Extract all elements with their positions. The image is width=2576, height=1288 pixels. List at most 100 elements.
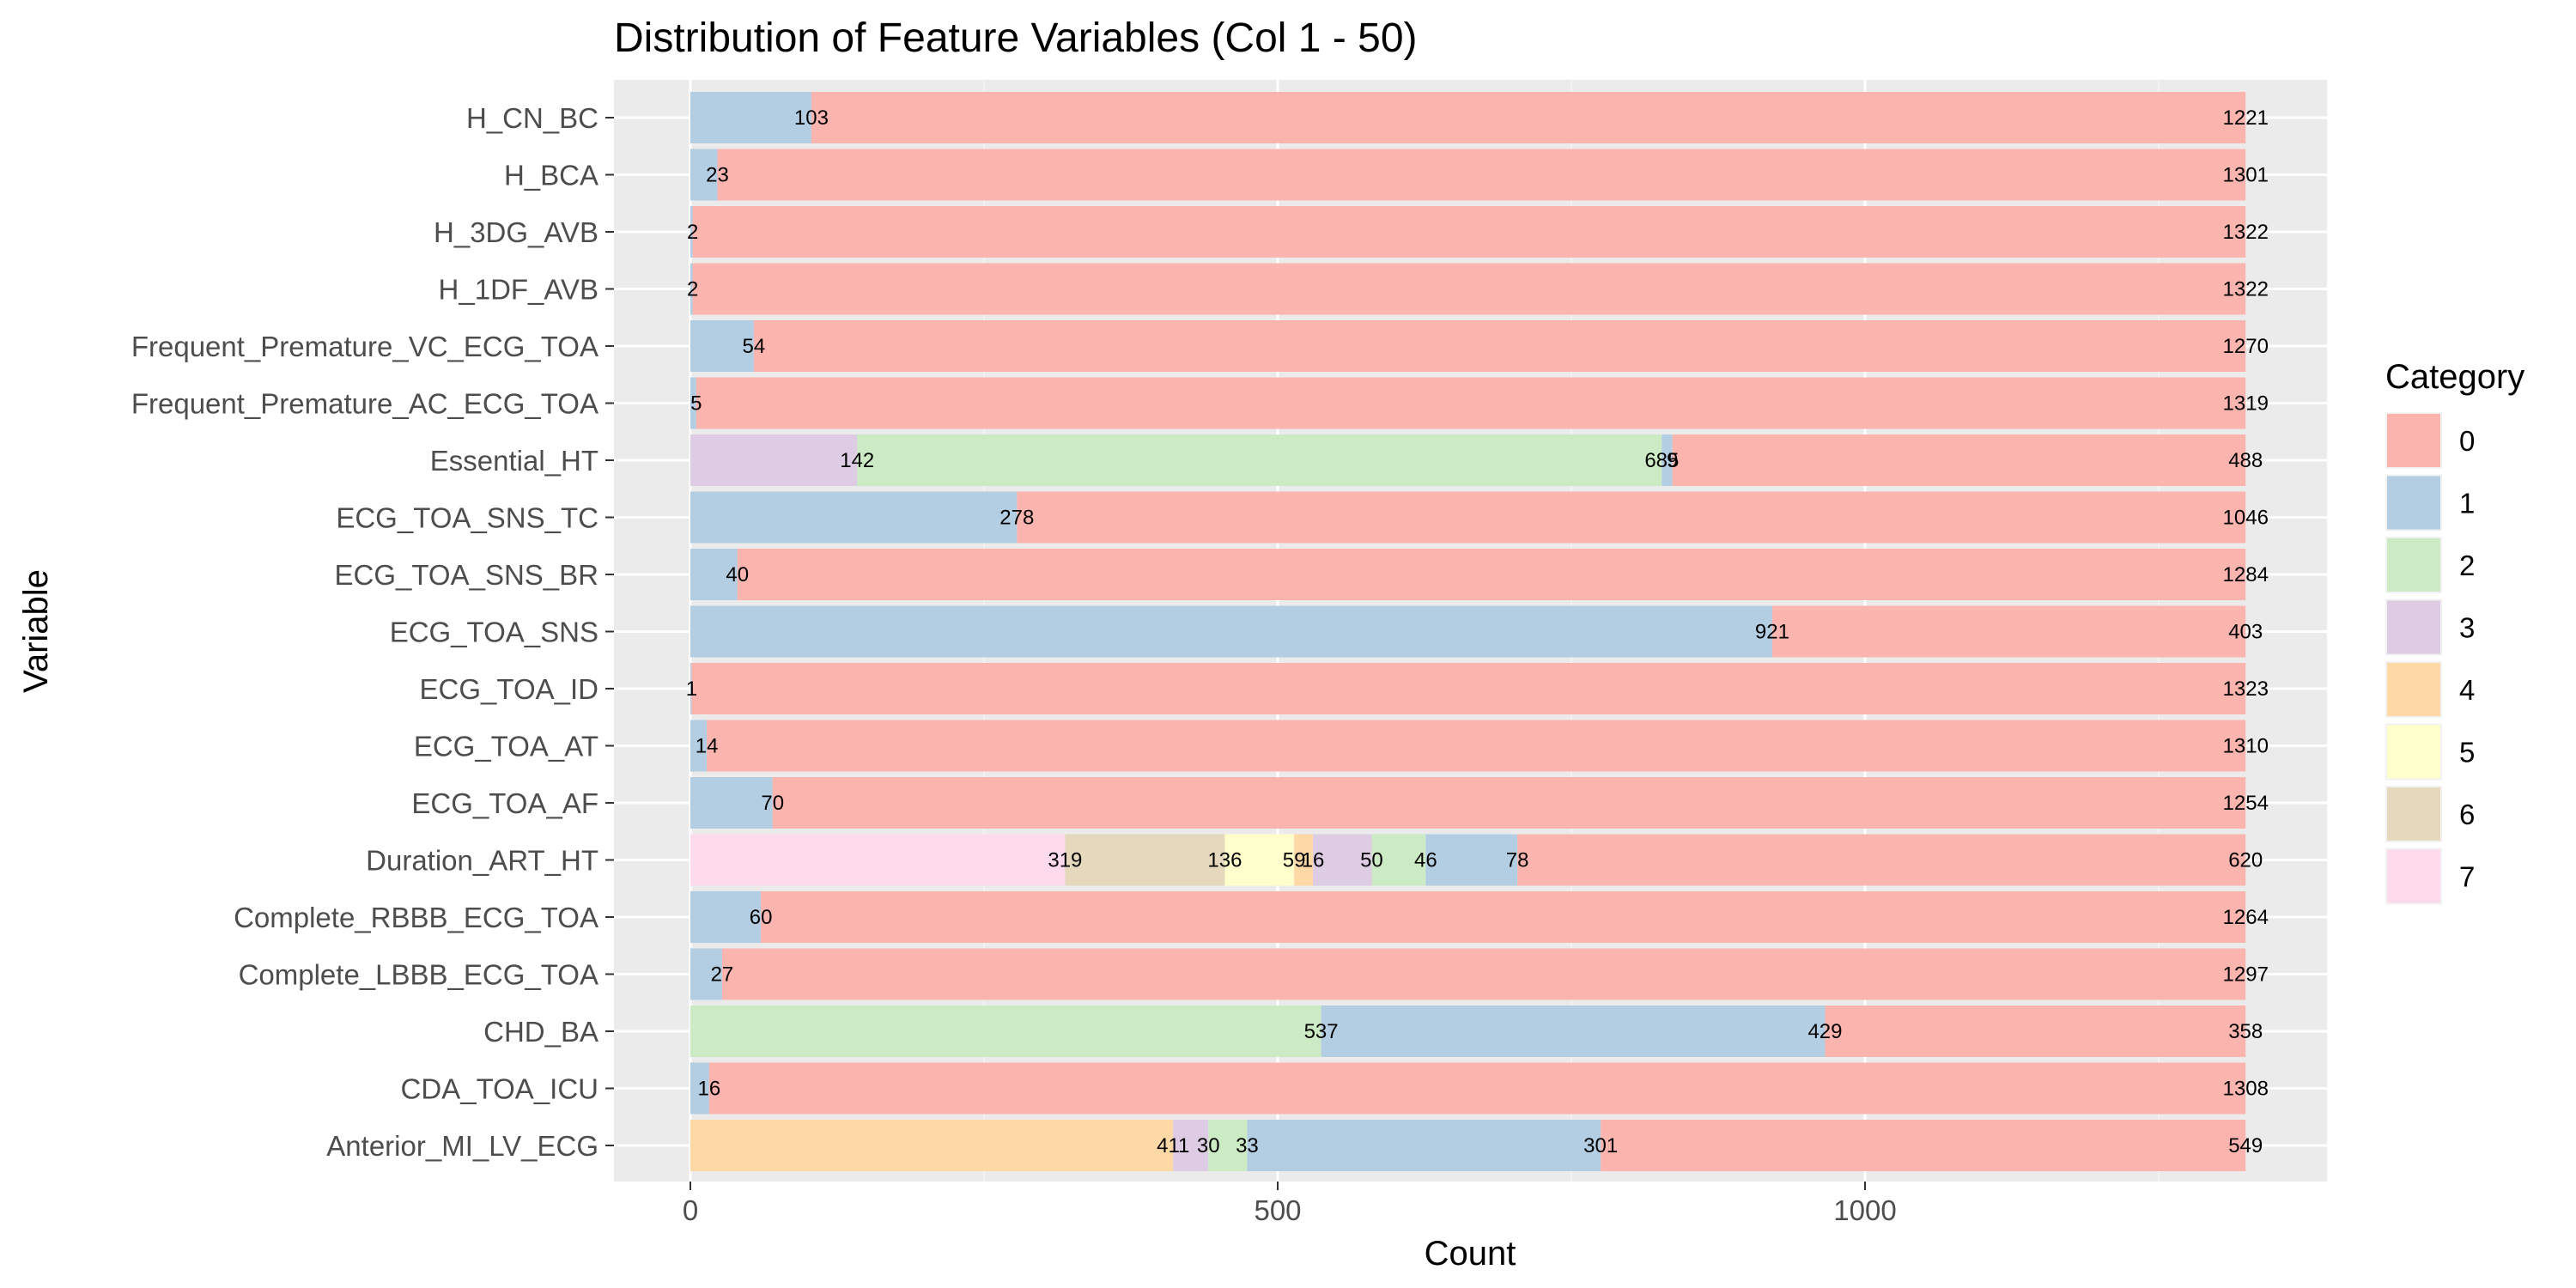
y-tick-label: Frequent_Premature_VC_ECG_TOA xyxy=(131,331,598,362)
y-tick-label: ECG_TOA_AT xyxy=(414,731,598,762)
bar-segment-essential-ht-cat-3 xyxy=(690,434,858,486)
data-label-h-bca-cat-1: 23 xyxy=(706,164,729,187)
y-tick-label: Complete_RBBB_ECG_TOA xyxy=(234,902,598,933)
y-tick-label: H_CN_BC xyxy=(466,102,598,134)
bar-segment-chd-ba-cat-0 xyxy=(1825,1005,2246,1057)
legend-swatch-3 xyxy=(2387,600,2440,654)
x-tick-label: 500 xyxy=(1254,1194,1301,1226)
y-tick-label: H_BCA xyxy=(504,160,598,191)
x-tick-label: 0 xyxy=(683,1194,698,1226)
bar-segment-frequent-premature-ac-ecg-toa-cat-1 xyxy=(690,377,696,429)
data-label-cda-toa-icu-cat-0: 1308 xyxy=(2223,1078,2269,1101)
data-label-frequent-premature-vc-ecg-toa-cat-1: 54 xyxy=(743,335,766,358)
legend-swatch-1 xyxy=(2387,476,2440,530)
data-label-chd-ba-cat-0: 358 xyxy=(2228,1020,2263,1043)
data-label-ecg-toa-af-cat-1: 70 xyxy=(761,792,784,815)
data-label-chd-ba-cat-2: 537 xyxy=(1304,1020,1339,1043)
bar-segment-duration-art-ht-cat-4 xyxy=(1294,834,1314,886)
legend-swatch-4 xyxy=(2387,663,2440,716)
data-label-ecg-toa-sns-br-cat-1: 40 xyxy=(726,563,749,586)
x-axis-title: Count xyxy=(1425,1235,1516,1273)
bar-segment-essential-ht-cat-0 xyxy=(1672,434,2246,486)
data-label-complete-lbbb-ecg-toa-cat-0: 1297 xyxy=(2223,963,2269,987)
bar-segment-h-bca-cat-1 xyxy=(690,149,718,201)
bar-segment-h-3dg-avb-cat-1 xyxy=(690,206,693,258)
bar-segment-cda-toa-icu-cat-0 xyxy=(708,1062,2246,1115)
y-tick-label: ECG_TOA_ID xyxy=(420,673,598,705)
bar-segment-chd-ba-cat-2 xyxy=(690,1005,1321,1057)
bar-segment-h-cn-bc-cat-0 xyxy=(811,92,2246,143)
data-label-h-cn-bc-cat-0: 1221 xyxy=(2223,106,2269,130)
bar-segment-ecg-toa-id-cat-1 xyxy=(690,663,692,714)
legend-swatch-6 xyxy=(2387,787,2440,841)
y-axis-title: Variable xyxy=(17,569,55,693)
data-label-anterior-mi-lv-ecg-cat-1: 301 xyxy=(1583,1134,1618,1157)
bar-segment-duration-art-ht-cat-7 xyxy=(690,834,1066,886)
bar-segment-essential-ht-cat-2 xyxy=(857,434,1662,486)
bar-segment-h-3dg-avb-cat-0 xyxy=(692,206,2246,258)
y-tick-label: H_1DF_AVB xyxy=(439,274,598,306)
data-label-chd-ba-cat-1: 429 xyxy=(1807,1020,1842,1043)
legend-label-0: 0 xyxy=(2459,425,2475,457)
data-label-h-cn-bc-cat-1: 103 xyxy=(794,106,829,130)
data-label-h-3dg-avb-cat-1: 2 xyxy=(687,221,698,244)
bar-segment-duration-art-ht-cat-6 xyxy=(1065,834,1225,886)
y-tick-label: Essential_HT xyxy=(430,445,598,477)
bar-segment-complete-lbbb-ecg-toa-cat-0 xyxy=(721,948,2246,1000)
legend-title: Category xyxy=(2385,358,2524,396)
bar-segment-frequent-premature-vc-ecg-toa-cat-0 xyxy=(753,320,2246,372)
legend-label-4: 4 xyxy=(2459,674,2475,706)
bar-segment-ecg-toa-id-cat-0 xyxy=(691,663,2246,714)
data-label-duration-art-ht-cat-3: 50 xyxy=(1360,849,1383,872)
data-label-duration-art-ht-cat-2: 46 xyxy=(1414,849,1437,872)
bar-segment-frequent-premature-ac-ecg-toa-cat-0 xyxy=(696,377,2246,429)
legend-swatch-5 xyxy=(2387,725,2440,779)
data-label-h-1df-avb-cat-0: 1322 xyxy=(2223,278,2269,301)
bar-segment-duration-art-ht-cat-2 xyxy=(1371,834,1426,886)
data-label-ecg-toa-sns-tc-cat-0: 1046 xyxy=(2223,507,2269,530)
bar-segment-duration-art-ht-cat-5 xyxy=(1224,834,1295,886)
bar-segment-h-cn-bc-cat-1 xyxy=(690,92,811,143)
data-label-frequent-premature-ac-ecg-toa-cat-1: 5 xyxy=(690,392,702,416)
legend-swatch-2 xyxy=(2387,538,2440,592)
data-label-ecg-toa-sns-tc-cat-1: 278 xyxy=(999,507,1034,530)
data-label-frequent-premature-vc-ecg-toa-cat-0: 1270 xyxy=(2223,335,2269,358)
bar-segment-frequent-premature-vc-ecg-toa-cat-1 xyxy=(690,320,754,372)
y-tick-label: H_3DG_AVB xyxy=(434,216,598,248)
bar-segment-duration-art-ht-cat-1 xyxy=(1425,834,1518,886)
bar-segment-ecg-toa-sns-tc-cat-0 xyxy=(1017,491,2246,544)
bar-segment-h-bca-cat-0 xyxy=(717,149,2246,201)
data-label-complete-lbbb-ecg-toa-cat-1: 27 xyxy=(711,963,734,987)
bar-segment-duration-art-ht-cat-3 xyxy=(1313,834,1372,886)
legend-swatch-7 xyxy=(2387,849,2440,903)
data-label-anterior-mi-lv-ecg-cat-0: 549 xyxy=(2228,1134,2263,1157)
bar-segment-complete-rbbb-ecg-toa-cat-0 xyxy=(761,891,2246,943)
data-label-ecg-toa-id-cat-1: 1 xyxy=(686,677,697,701)
data-label-h-bca-cat-0: 1301 xyxy=(2223,164,2269,187)
bar-segment-ecg-toa-sns-cat-0 xyxy=(1771,605,2246,658)
y-tick-label: ECG_TOA_SNS_BR xyxy=(334,559,598,591)
y-tick-label: ECG_TOA_SNS_TC xyxy=(336,502,598,534)
bar-segment-complete-lbbb-ecg-toa-cat-1 xyxy=(690,948,722,1000)
data-label-essential-ht-cat-0: 488 xyxy=(2228,449,2263,472)
data-label-ecg-toa-at-cat-1: 14 xyxy=(696,735,719,758)
data-label-h-1df-avb-cat-1: 2 xyxy=(687,278,698,301)
data-label-anterior-mi-lv-ecg-cat-2: 33 xyxy=(1236,1134,1259,1157)
chart-title: Distribution of Feature Variables (Col 1… xyxy=(614,15,1418,61)
y-tick-label: Anterior_MI_LV_ECG xyxy=(326,1130,598,1162)
bar-segment-h-1df-avb-cat-0 xyxy=(692,263,2246,315)
legend-label-6: 6 xyxy=(2459,799,2475,830)
bar-segment-ecg-toa-af-cat-0 xyxy=(772,777,2246,829)
bar-segment-h-1df-avb-cat-1 xyxy=(690,263,693,315)
data-label-anterior-mi-lv-ecg-cat-4: 411 xyxy=(1157,1134,1189,1157)
y-axis: H_CN_BC H_BCA H_3DG_AVB H_1DF_AVB Frequent_P… xyxy=(131,102,614,1162)
data-label-ecg-toa-at-cat-0: 1310 xyxy=(2223,735,2269,758)
data-label-duration-art-ht-cat-6: 136 xyxy=(1207,849,1242,872)
y-tick-label: CDA_TOA_ICU xyxy=(401,1073,598,1105)
data-label-duration-art-ht-cat-5: 59 xyxy=(1283,849,1306,872)
y-tick-label: ECG_TOA_SNS xyxy=(390,617,598,648)
data-label-ecg-toa-sns-br-cat-0: 1284 xyxy=(2223,563,2269,586)
bar-segment-ecg-toa-at-cat-0 xyxy=(707,720,2246,772)
